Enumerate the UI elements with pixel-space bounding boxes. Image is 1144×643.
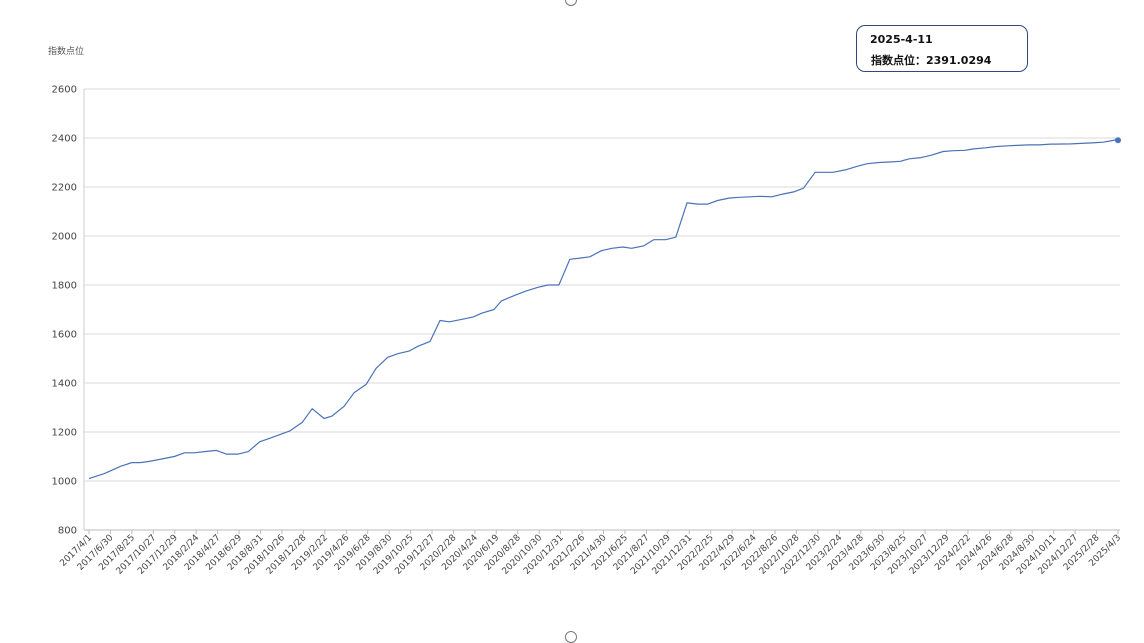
y-tick-label: 1400 (52, 379, 77, 390)
gridlines (83, 88, 1120, 531)
series-line-layer (88, 137, 1121, 480)
tooltip-value-row: 指数点位：2391.0294 (871, 52, 991, 68)
y-tick-label: 2200 (52, 183, 77, 194)
y-tick-label: 1200 (52, 428, 77, 439)
y-tick-label: 1600 (52, 330, 77, 341)
y-axis-label: 指数点位 (48, 47, 85, 57)
bottom-resize-handle[interactable] (565, 631, 577, 643)
y-tick-label: 2600 (52, 85, 77, 96)
y-tick-label: 2400 (52, 134, 77, 145)
y-tick-label: 800 (58, 526, 77, 537)
y-tick-label: 2000 (52, 232, 77, 243)
tooltip-date: 2025-4-11 (870, 33, 933, 46)
x-axis-ticks: 2017/4/12017/6/302017/8/252017/10/272017… (58, 530, 1123, 577)
hover-point[interactable] (1115, 137, 1121, 144)
y-tick-label: 1000 (52, 477, 77, 488)
hover-tooltip: 2025-4-11 指数点位：2391.0294 (856, 25, 1028, 72)
series-line[interactable] (88, 139, 1119, 480)
tooltip-value: 2391.0294 (926, 54, 992, 67)
y-tick-label: 1800 (52, 281, 77, 292)
tooltip-label: 指数点位： (871, 54, 926, 67)
y-axis-ticks: 800 1000 1200 1400 1600 1800 2000 2200 2400 2600 (52, 85, 77, 537)
